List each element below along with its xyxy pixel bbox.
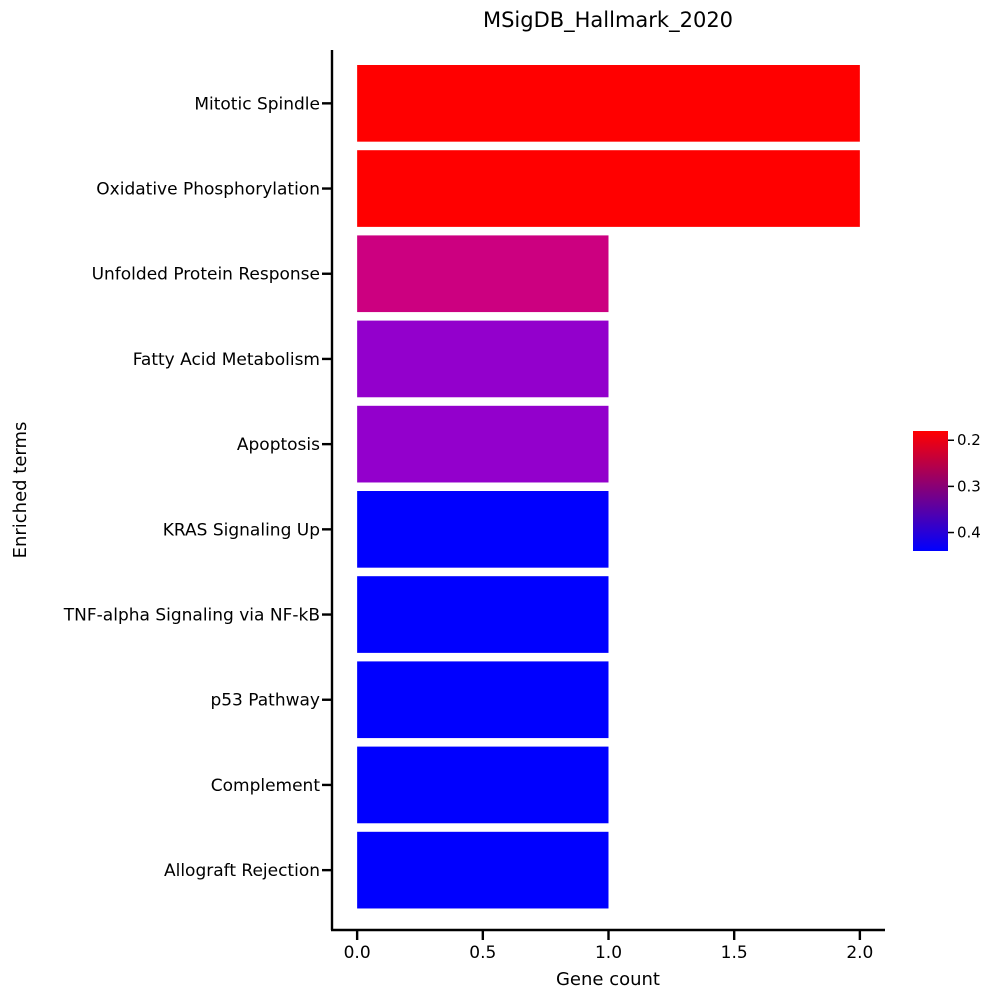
x-tick-label: 2.0: [846, 943, 873, 963]
bar: [357, 235, 609, 313]
colorbar-tick-label: 0.2: [957, 431, 981, 449]
x-tick-label: 0.5: [469, 943, 496, 963]
bars-group: [357, 65, 860, 909]
bar: [357, 576, 609, 653]
bar: [357, 405, 609, 483]
bar: [357, 491, 609, 568]
bar: [357, 746, 609, 824]
colorbar-ticks-group: 0.2 0.3 0.4: [948, 431, 981, 542]
y-tick-label: Complement: [211, 776, 321, 796]
y-tick-label: Mitotic Spindle: [194, 94, 320, 114]
x-tick-label: 1.5: [721, 943, 748, 963]
bar: [357, 65, 860, 142]
colorbar-gradient: [913, 431, 948, 551]
y-tick-label: Apoptosis: [237, 435, 320, 455]
x-tick-label: 0.0: [344, 943, 371, 963]
y-tick-label: Allograft Rejection: [164, 861, 320, 881]
colorbar: 0.2 0.3 0.4: [913, 431, 981, 551]
y-tick-label: KRAS Signaling Up: [163, 520, 320, 540]
y-ticks-group: Mitotic Spindle Oxidative Phosphorylation…: [63, 94, 332, 881]
bar: [357, 320, 609, 398]
x-ticks-group: 0.0 0.5 1.0 1.5 2.0: [344, 930, 873, 963]
bar: [357, 150, 860, 227]
y-tick-label: Oxidative Phosphorylation: [96, 180, 320, 200]
x-axis-label: Gene count: [556, 969, 660, 990]
y-tick-label: Fatty Acid Metabolism: [133, 350, 320, 370]
y-axis-label: Enriched terms: [10, 422, 31, 559]
colorbar-tick-label: 0.4: [957, 524, 981, 542]
bar: [357, 661, 609, 739]
y-tick-label: Unfolded Protein Response: [92, 265, 320, 285]
chart-title: MSigDB_Hallmark_2020: [483, 8, 733, 33]
y-tick-label: p53 Pathway: [210, 691, 320, 711]
colorbar-tick-label: 0.3: [957, 477, 981, 495]
x-tick-label: 1.0: [595, 943, 622, 963]
y-tick-label: TNF-alpha Signaling via NF-kB: [63, 606, 320, 626]
bar: [357, 831, 609, 909]
